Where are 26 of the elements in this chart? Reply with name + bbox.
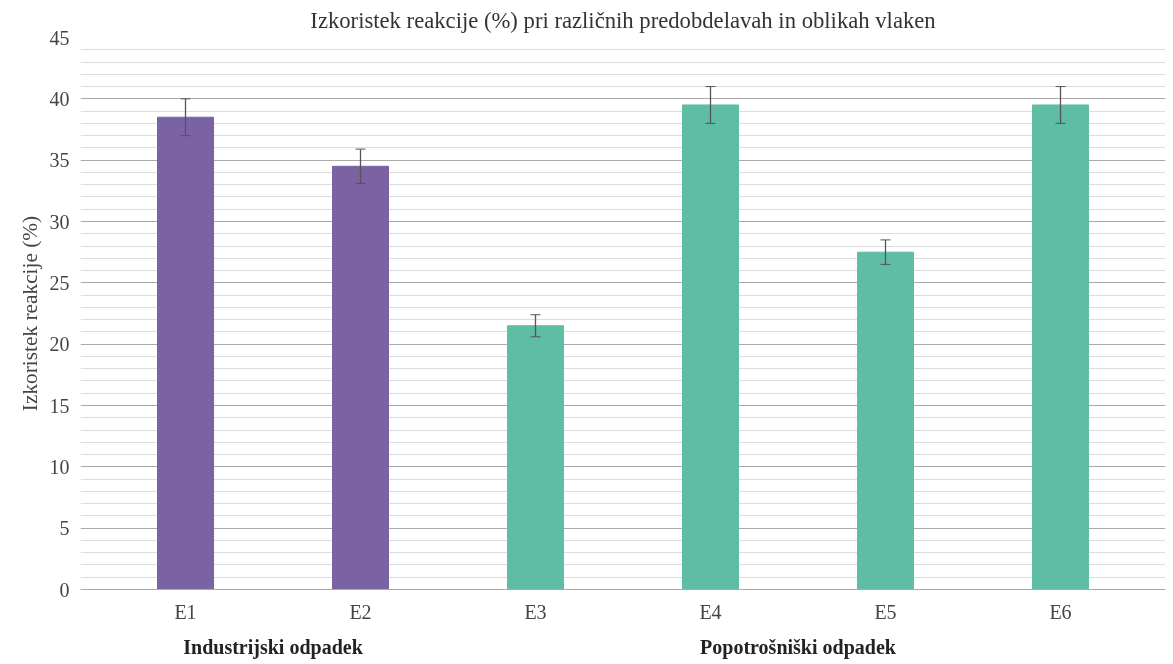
bar xyxy=(682,104,739,590)
bar xyxy=(157,116,214,590)
x-tick-label: E5 xyxy=(874,600,897,623)
x-tick-label: E6 xyxy=(1049,600,1072,623)
x-tick-label: E3 xyxy=(524,600,547,623)
bar xyxy=(1032,104,1089,590)
y-tick-label: 15 xyxy=(49,394,70,417)
bar xyxy=(857,251,914,590)
x-tick-label: E2 xyxy=(349,600,372,623)
y-tick-label: 25 xyxy=(49,271,70,294)
bar xyxy=(332,165,389,590)
x-tick-label: E1 xyxy=(174,600,197,623)
bar xyxy=(507,325,564,590)
text: Popotrošniški odpadek xyxy=(700,635,897,659)
chart-title: Izkoristek reakcije (%) pri različnih predobdelavah in oblikah vlaken xyxy=(310,7,936,33)
y-tick-label: 10 xyxy=(49,455,70,478)
text: Industrijski odpadek xyxy=(183,635,364,659)
y-tick-label: 20 xyxy=(49,333,70,356)
y-tick-label: 30 xyxy=(49,210,70,233)
y-tick-label: 40 xyxy=(49,87,70,110)
x-tick-label: E4 xyxy=(699,600,722,623)
y-tick-label: 5 xyxy=(59,517,70,540)
y-tick-label: 35 xyxy=(49,149,70,172)
y-tick-label: 0 xyxy=(59,578,70,601)
y-tick-label: 45 xyxy=(49,26,70,49)
y-axis-title: Izkoristek reakcije (%) xyxy=(17,215,42,412)
